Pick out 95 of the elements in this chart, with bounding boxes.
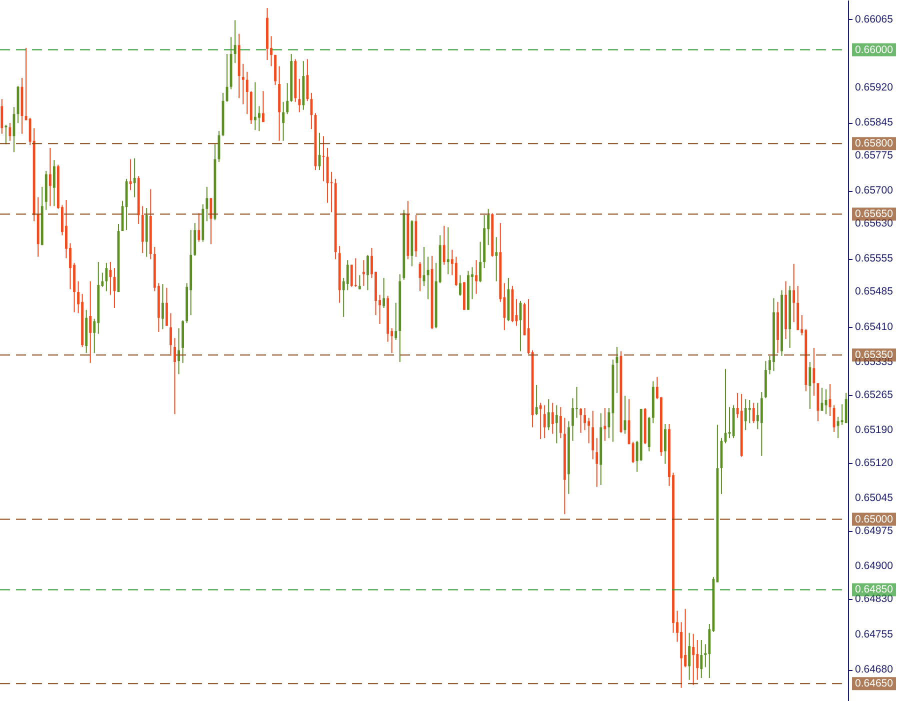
- candlestick: [479, 241, 482, 283]
- candlestick: [52, 160, 56, 207]
- candlestick: [555, 404, 558, 444]
- candlestick: [604, 408, 606, 442]
- candlestick: [588, 417, 590, 444]
- y-tick-label: 0.66065: [855, 13, 894, 26]
- candlestick: [162, 284, 164, 330]
- y-tick-label: 0.64680: [855, 664, 894, 676]
- candlestick: [692, 633, 695, 686]
- candlestick: [89, 280, 92, 364]
- candlestick: [48, 147, 52, 207]
- candlestick: [616, 346, 618, 394]
- ref-line-label: 0.65000: [855, 513, 894, 526]
- candlestick: [446, 226, 450, 275]
- candlestick: [366, 254, 369, 291]
- ref-line-label: 0.65650: [855, 208, 894, 220]
- candlestick: [580, 408, 582, 434]
- ref-line-label: 0.64650: [855, 678, 894, 690]
- candlestick: [684, 608, 686, 668]
- candlestick: [394, 302, 398, 340]
- candlestick: [808, 362, 812, 410]
- candlestick: [133, 158, 136, 198]
- candlestick: [744, 398, 747, 431]
- candlestick: [458, 274, 462, 296]
- y-tick-label: 0.65920: [855, 81, 894, 94]
- candlestick: [286, 82, 289, 115]
- y-tick-label: 0.65845: [855, 116, 894, 129]
- y-tick-label: 0.65265: [855, 388, 894, 401]
- candlestick: [358, 274, 361, 290]
- candlestick: [206, 186, 208, 222]
- candlestick: [688, 632, 691, 680]
- candlestick: [454, 256, 458, 286]
- y-tick-label: 0.64830: [855, 593, 894, 606]
- candlestick: [756, 402, 759, 430]
- y-tick-label: 0.64755: [855, 628, 894, 640]
- candlestick: [664, 423, 666, 464]
- candlestick: [836, 416, 840, 439]
- y-tick-label: 0.65775: [855, 149, 894, 162]
- candlestick: [535, 384, 538, 416]
- candlestick: [306, 58, 309, 102]
- y-tick-label: 0.65190: [855, 424, 894, 436]
- candlestick: [354, 258, 357, 288]
- candlestick: [129, 158, 132, 191]
- candlestick: [210, 198, 212, 245]
- candlestick: [748, 400, 751, 424]
- candlestick: [812, 347, 816, 396]
- y-tick-label: 0.65485: [855, 286, 894, 298]
- ref-line-label: 0.64850: [855, 584, 894, 596]
- candlestick: [696, 639, 699, 680]
- candlestick: [346, 260, 349, 291]
- y-tick-label: 0.65410: [855, 320, 894, 333]
- candlestick: [178, 328, 180, 375]
- y-tick-label: 0.65700: [855, 184, 894, 197]
- candlestick: [543, 404, 546, 439]
- candlestick: [170, 312, 172, 356]
- candlestick: [792, 263, 796, 323]
- candlestick: [592, 410, 594, 460]
- candlestick: [246, 71, 248, 115]
- candlestick: [166, 287, 168, 326]
- y-tick-label: 0.64900: [855, 560, 894, 572]
- y-tick-label: 0.64975: [855, 525, 894, 538]
- candlestick: [700, 639, 703, 678]
- candlestick: [584, 408, 586, 431]
- y-tick-label: 0.65045: [855, 492, 894, 504]
- candlestick: [282, 101, 285, 142]
- candlestick: [495, 236, 498, 282]
- candlestick: [174, 338, 176, 415]
- candlestick: [310, 92, 313, 130]
- candlestick: [475, 260, 478, 294]
- candlestick: [382, 277, 386, 309]
- candlestick: [752, 402, 755, 424]
- candlestick: [234, 20, 236, 64]
- candlestick: [109, 261, 112, 296]
- candlestick: [258, 106, 260, 132]
- y-tick-label: 0.65555: [855, 252, 894, 265]
- candlestick: [596, 438, 598, 488]
- ref-line-label: 0.65800: [855, 138, 894, 150]
- candlestick: [105, 262, 108, 292]
- candlestick: [551, 402, 554, 434]
- candlestick: [8, 122, 12, 142]
- candlestick: [844, 392, 848, 424]
- candlestick: [572, 398, 574, 442]
- ref-line-label: 0.66000: [855, 44, 894, 56]
- candlestick: [254, 82, 256, 131]
- candlestick: [262, 90, 264, 123]
- candlestick: [442, 225, 446, 266]
- candlestick: [547, 398, 550, 431]
- candlestick: [242, 63, 244, 105]
- candlestick: [0, 98, 4, 134]
- candlestick: [539, 402, 542, 440]
- y-tick-label: 0.65120: [855, 456, 894, 469]
- candlestick: [559, 406, 562, 439]
- candlestick: [298, 78, 301, 113]
- candlestick: [198, 212, 200, 242]
- candlestick: [350, 264, 353, 288]
